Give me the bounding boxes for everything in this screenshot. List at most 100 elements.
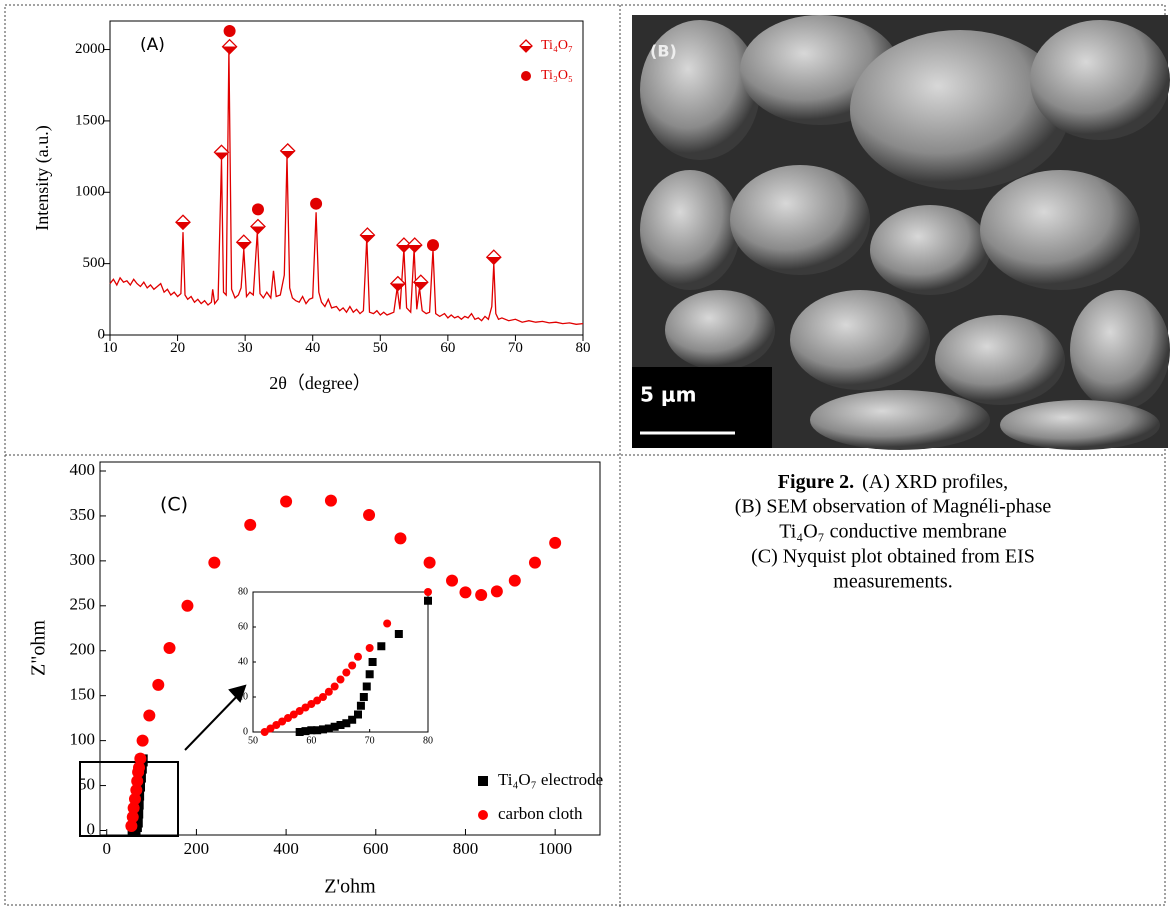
caption-text: (A) XRD profiles,: [862, 471, 1008, 493]
x-tick-label: 40: [305, 340, 320, 356]
scale-bar-label: 5 μm: [640, 383, 696, 407]
data-point: [354, 710, 362, 719]
data-point: [549, 536, 562, 549]
x-tick-label: 800: [453, 839, 479, 858]
data-point: [508, 574, 521, 587]
data-point: [284, 714, 292, 722]
data-point: [348, 661, 357, 670]
data-point: [307, 726, 316, 735]
data-point: [412, 274, 429, 291]
data-point: [394, 532, 407, 545]
data-point: [528, 556, 541, 569]
y-axis-label: Z"ohm: [28, 620, 50, 676]
legend-label: Ti₃O₅: [541, 68, 573, 83]
data-point: [426, 239, 439, 252]
y-tick-label: 80: [238, 586, 248, 597]
y-tick-label: 400: [70, 460, 96, 479]
data-point: [127, 802, 140, 815]
data-point: [394, 630, 403, 638]
data-point: [295, 728, 304, 736]
data-point: [301, 727, 310, 736]
y-tick-label: 150: [70, 685, 96, 704]
y-axis-label: Intensity (a.u.): [32, 125, 53, 230]
data-point: [221, 38, 238, 55]
x-axis-label: Z'ohm: [324, 876, 376, 898]
cell-borders: [4, 4, 1166, 909]
x-tick-label: 200: [184, 839, 210, 858]
x-tick-label: 600: [363, 839, 389, 858]
data-point: [301, 703, 310, 712]
data-point: [295, 707, 304, 715]
data-point: [175, 214, 191, 231]
data-point: [446, 574, 459, 587]
data-point: [128, 793, 141, 806]
data-point: [330, 722, 339, 731]
data-point: [424, 596, 432, 605]
data-point: [181, 599, 194, 612]
panel-label: (C): [160, 494, 188, 516]
legend-label: carbon cloth: [498, 804, 583, 823]
data-point: [125, 820, 138, 833]
data-point: [313, 726, 322, 735]
x-tick-label: 50: [248, 735, 258, 746]
y-tick-label: 300: [70, 550, 96, 569]
legend-marker: [478, 810, 488, 820]
y-tick-label: 2000: [75, 41, 105, 57]
data-point: [310, 197, 323, 210]
data-point: [250, 218, 266, 235]
data-point: [377, 642, 386, 651]
panel-label: (A): [140, 35, 165, 55]
data-point: [336, 675, 345, 684]
x-tick-label: 30: [238, 340, 253, 356]
legend-marker: [519, 39, 533, 53]
sem-image: [632, 15, 1170, 450]
y-tick-label: 20: [238, 691, 248, 702]
data-point: [143, 709, 156, 722]
data-point: [208, 556, 221, 569]
y-tick-label: 50: [78, 774, 95, 793]
data-point: [280, 495, 293, 508]
y-tick-label: 250: [70, 595, 96, 614]
panel-label: (B): [650, 42, 677, 61]
y-tick-label: 0: [87, 819, 96, 838]
data-point: [278, 717, 287, 726]
y-tick-label: 60: [238, 621, 248, 632]
x-tick-label: 80: [423, 735, 433, 746]
caption-text: (B) SEM observation of Magnéli-phase: [735, 496, 1052, 518]
data-point: [354, 652, 362, 661]
x-tick-label: 20: [170, 340, 185, 356]
data-point: [406, 237, 423, 254]
x-axis-label: 2θ（degree）: [269, 373, 371, 393]
data-point: [359, 227, 376, 244]
y-tick-label: 1500: [75, 112, 105, 128]
data-point: [424, 588, 432, 596]
data-point: [475, 589, 488, 602]
plot-frame: [252, 591, 429, 733]
data-point: [389, 275, 406, 292]
plot-frame: [99, 461, 601, 836]
data-point: [313, 696, 322, 705]
data-point: [163, 642, 176, 655]
caption-text: Ti₄O₇ conductive membrane: [779, 521, 1007, 543]
data-line: [109, 49, 584, 325]
data-point: [342, 719, 351, 728]
data-point: [289, 710, 298, 719]
caption-label: Figure 2.: [778, 471, 854, 493]
y-tick-label: 0: [243, 726, 248, 737]
y-tick-label: 0: [98, 326, 106, 342]
data-point: [348, 715, 357, 724]
data-point: [235, 234, 252, 251]
x-tick-label: 0: [102, 839, 111, 858]
data-point: [359, 693, 368, 701]
data-point: [251, 203, 264, 216]
data-point: [134, 752, 147, 765]
legend-label: Ti₄O₇ electrode: [498, 770, 603, 789]
data-point: [319, 725, 327, 734]
data-point: [152, 678, 165, 691]
data-point: [423, 556, 436, 569]
data-point: [365, 670, 374, 679]
caption-text: measurements.: [833, 571, 952, 593]
data-point: [307, 700, 316, 708]
data-point: [356, 701, 365, 710]
x-tick-label: 1000: [538, 839, 572, 858]
